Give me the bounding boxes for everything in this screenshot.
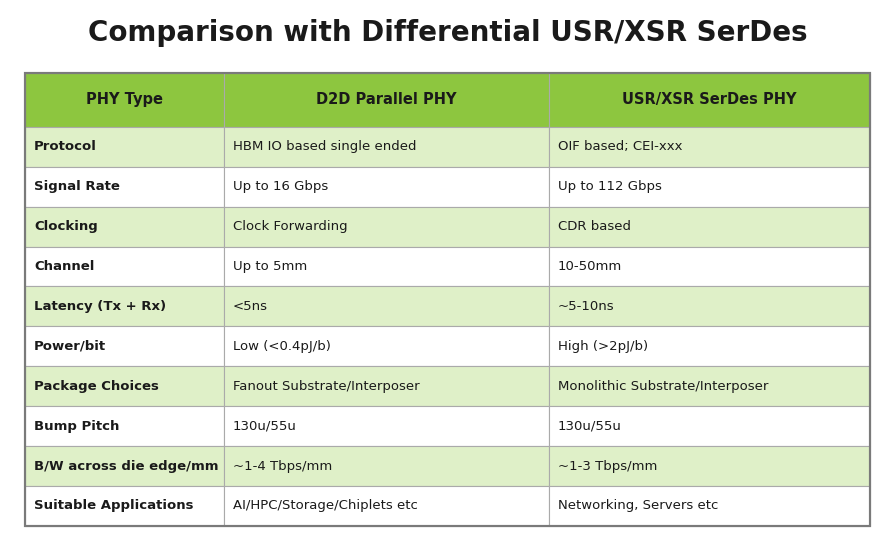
Text: Up to 16 Gbps: Up to 16 Gbps	[232, 180, 327, 193]
Text: Bump Pitch: Bump Pitch	[34, 420, 119, 433]
Bar	[25, 326, 224, 366]
Text: Clock Forwarding: Clock Forwarding	[232, 220, 347, 233]
Bar	[224, 406, 548, 446]
Text: 10-50mm: 10-50mm	[557, 260, 621, 273]
Text: 130u/55u: 130u/55u	[557, 420, 621, 433]
Text: Networking, Servers etc: Networking, Servers etc	[557, 499, 717, 512]
Bar	[224, 326, 548, 366]
Text: Latency (Tx + Rx): Latency (Tx + Rx)	[34, 300, 166, 313]
Bar	[548, 366, 869, 406]
Text: HBM IO based single ended: HBM IO based single ended	[232, 140, 416, 153]
Bar	[224, 366, 548, 406]
Bar	[224, 287, 548, 326]
Bar	[548, 486, 869, 526]
Bar	[548, 247, 869, 287]
Text: CDR based: CDR based	[557, 220, 630, 233]
Bar	[25, 287, 224, 326]
Bar	[224, 446, 548, 486]
Bar	[224, 73, 548, 127]
Bar	[224, 127, 548, 167]
Bar	[224, 207, 548, 247]
Bar	[548, 127, 869, 167]
Text: AI/HPC/Storage/Chiplets etc: AI/HPC/Storage/Chiplets etc	[232, 499, 417, 512]
Bar	[25, 406, 224, 446]
Text: Low (<0.4pJ/b): Low (<0.4pJ/b)	[232, 340, 330, 353]
Text: PHY Type: PHY Type	[86, 93, 163, 108]
Bar	[25, 207, 224, 247]
Bar	[548, 326, 869, 366]
Text: <5ns: <5ns	[232, 300, 267, 313]
Text: Comparison with Differential USR/XSR SerDes: Comparison with Differential USR/XSR Ser…	[88, 19, 806, 47]
Text: OIF based; CEI-xxx: OIF based; CEI-xxx	[557, 140, 681, 153]
Text: ~1-3 Tbps/mm: ~1-3 Tbps/mm	[557, 459, 656, 472]
Bar	[25, 366, 224, 406]
Bar	[224, 247, 548, 287]
Text: 130u/55u: 130u/55u	[232, 420, 296, 433]
Text: ~1-4 Tbps/mm: ~1-4 Tbps/mm	[232, 459, 332, 472]
Text: Signal Rate: Signal Rate	[34, 180, 120, 193]
Text: High (>2pJ/b): High (>2pJ/b)	[557, 340, 647, 353]
Bar	[25, 73, 869, 526]
Text: D2D Parallel PHY: D2D Parallel PHY	[316, 93, 456, 108]
Bar	[224, 167, 548, 207]
Bar	[224, 486, 548, 526]
Text: USR/XSR SerDes PHY: USR/XSR SerDes PHY	[621, 93, 796, 108]
Bar	[25, 486, 224, 526]
Text: Channel: Channel	[34, 260, 94, 273]
Bar	[548, 446, 869, 486]
Bar	[25, 127, 224, 167]
Bar	[548, 406, 869, 446]
Text: Power/bit: Power/bit	[34, 340, 106, 353]
Bar	[25, 247, 224, 287]
Bar	[25, 73, 869, 526]
Text: B/W across die edge/mm: B/W across die edge/mm	[34, 459, 218, 472]
Bar	[548, 287, 869, 326]
Text: Protocol: Protocol	[34, 140, 97, 153]
Bar	[25, 446, 224, 486]
Text: Package Choices: Package Choices	[34, 380, 159, 393]
Text: ~5-10ns: ~5-10ns	[557, 300, 614, 313]
Text: Suitable Applications: Suitable Applications	[34, 499, 193, 512]
Text: Up to 5mm: Up to 5mm	[232, 260, 307, 273]
Bar	[25, 73, 224, 127]
Bar	[548, 207, 869, 247]
Text: Monolithic Substrate/Interposer: Monolithic Substrate/Interposer	[557, 380, 767, 393]
Bar	[548, 167, 869, 207]
Text: Up to 112 Gbps: Up to 112 Gbps	[557, 180, 661, 193]
Text: Clocking: Clocking	[34, 220, 97, 233]
Bar	[548, 73, 869, 127]
Text: Fanout Substrate/Interposer: Fanout Substrate/Interposer	[232, 380, 418, 393]
Bar	[25, 167, 224, 207]
